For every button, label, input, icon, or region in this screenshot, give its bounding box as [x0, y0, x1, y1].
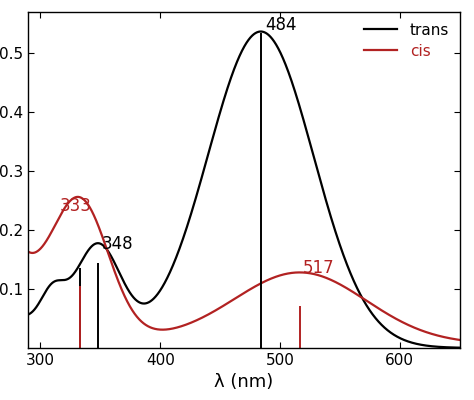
Legend: trans, cis: trans, cis [358, 16, 455, 65]
trans [258, 29, 264, 34]
cis [210, 310, 216, 314]
Text: 333: 333 [60, 197, 91, 215]
Text: 484: 484 [265, 16, 297, 34]
trans [448, 345, 454, 350]
cis [457, 338, 463, 342]
trans [100, 243, 106, 248]
Text: 348: 348 [101, 235, 133, 253]
trans [191, 202, 197, 207]
cis [75, 194, 81, 199]
Line: cis: cis [28, 197, 460, 340]
cis [191, 319, 197, 324]
Line: trans: trans [28, 32, 460, 348]
cis [402, 321, 408, 326]
trans [402, 338, 408, 343]
trans [210, 136, 215, 141]
cis [100, 237, 106, 242]
cis [448, 336, 454, 341]
trans [457, 345, 463, 350]
Text: 517: 517 [303, 258, 335, 276]
cis [75, 194, 81, 199]
trans [26, 312, 31, 317]
cis [26, 249, 31, 254]
trans [75, 266, 81, 270]
X-axis label: λ (nm): λ (nm) [214, 374, 274, 392]
